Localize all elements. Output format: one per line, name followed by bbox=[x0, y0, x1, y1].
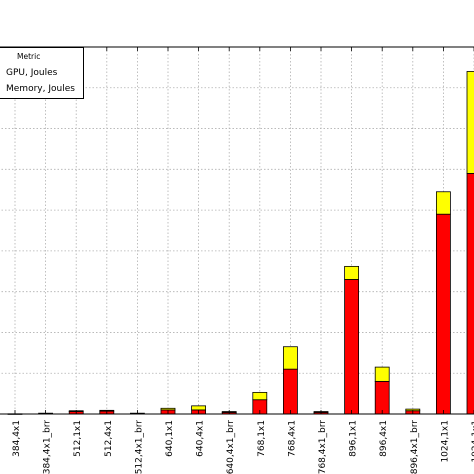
x-tick-label: 896,1x1 bbox=[349, 420, 359, 457]
bars bbox=[7, 71, 474, 415]
x-tick-label: 384,4x1_brr bbox=[43, 420, 53, 474]
bar-gpu-14 bbox=[435, 213, 451, 415]
bar-memory-15 bbox=[466, 71, 474, 174]
legend-title: Metric bbox=[17, 52, 41, 61]
legend-entry-memory: Memory, Joules bbox=[6, 84, 75, 94]
x-tick-label: 768,4x1_brr bbox=[318, 420, 328, 474]
bar-memory-14 bbox=[435, 191, 451, 215]
x-tick-label: 640,1x1 bbox=[165, 420, 175, 457]
bar-gpu-9 bbox=[282, 368, 298, 415]
x-tick-label: 384,4x1 bbox=[12, 420, 22, 457]
x-tick-label: 1024,1x1 bbox=[471, 420, 474, 463]
x-tick-labels: 384,4x1 384,4x1_brr 512,1x1 512,4x1 512,4x1_… bbox=[12, 420, 474, 474]
bar-gpu-12 bbox=[374, 380, 390, 415]
legend: Metric GPU, Joules Memory, Joules bbox=[0, 47, 84, 99]
x-tick-label: 512,4x1 bbox=[104, 420, 114, 457]
x-tick-label: 512,1x1 bbox=[73, 420, 83, 457]
bar-memory-6 bbox=[191, 405, 207, 411]
bar-memory-5 bbox=[160, 407, 176, 411]
bar-memory-11 bbox=[344, 265, 360, 280]
x-tick-label: 512,4x1_brr bbox=[134, 420, 144, 474]
x-tick-label: 768,4x1 bbox=[287, 420, 297, 457]
grid-lines bbox=[0, 47, 474, 414]
legend-entry-gpu: GPU, Joules bbox=[6, 68, 58, 78]
x-tick-label: 640,4x1 bbox=[196, 420, 206, 457]
bar-gpu-11 bbox=[344, 279, 360, 415]
x-tick-label: 1024,1x1 bbox=[440, 420, 450, 463]
x-tick-label: 896,4x1_brr bbox=[410, 420, 420, 474]
bar-memory-9 bbox=[282, 346, 298, 370]
bar-memory-8 bbox=[252, 391, 268, 401]
axes bbox=[0, 46, 474, 415]
bar-gpu-15 bbox=[466, 173, 474, 415]
x-tick-label: 896,4x1 bbox=[379, 420, 389, 457]
x-tick-label: 640,4x1_brr bbox=[226, 420, 236, 474]
bar-memory-12 bbox=[374, 366, 390, 382]
x-tick-label: 768,1x1 bbox=[257, 420, 267, 457]
